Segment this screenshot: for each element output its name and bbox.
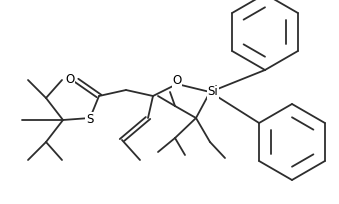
- Text: S: S: [86, 113, 94, 125]
- Text: Si: Si: [207, 85, 218, 99]
- Text: O: O: [172, 74, 182, 87]
- Text: O: O: [65, 73, 75, 86]
